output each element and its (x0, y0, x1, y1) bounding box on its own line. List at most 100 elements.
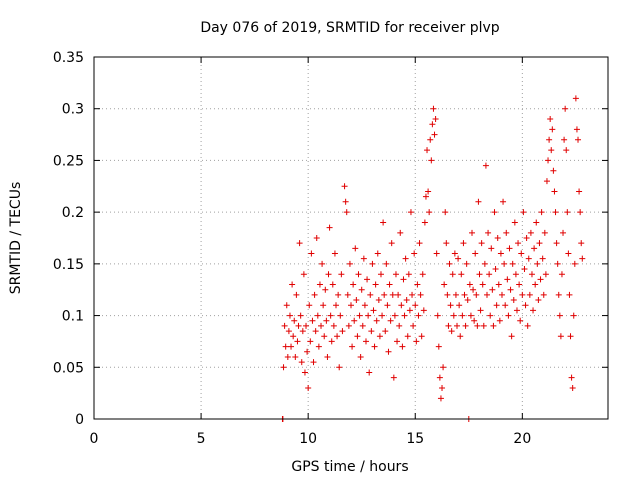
data-point (357, 353, 364, 360)
data-point (385, 348, 392, 355)
data-point (387, 317, 394, 324)
data-point (485, 229, 492, 236)
data-point (403, 297, 410, 304)
data-point (442, 209, 449, 216)
data-point (335, 291, 342, 298)
data-point (312, 328, 319, 335)
data-point (298, 359, 305, 366)
data-point (508, 333, 515, 340)
data-point (361, 302, 368, 309)
data-point (310, 359, 317, 366)
data-point (549, 126, 556, 133)
y-tick-label: 0.2 (62, 205, 84, 221)
data-point (300, 271, 307, 278)
data-point (543, 178, 550, 185)
data-point (430, 105, 437, 112)
data-point (550, 167, 557, 174)
data-point (320, 302, 327, 309)
data-point (325, 271, 332, 278)
data-point (515, 240, 522, 247)
data-point (307, 338, 314, 345)
data-point (481, 260, 488, 267)
data-point (292, 353, 299, 360)
data-point (305, 384, 312, 391)
data-point (456, 302, 463, 309)
data-point (370, 307, 377, 314)
data-point (440, 364, 447, 371)
axis-tick-labels: 0 5 10 15 20 0 0.05 0.1 0.15 0.2 0.25 0.3 0.35 (53, 50, 531, 447)
data-point (530, 307, 537, 314)
data-point (509, 260, 516, 267)
data-point (418, 333, 425, 340)
data-point (429, 121, 436, 128)
grid-lines (94, 57, 608, 419)
y-tick-label: 0.15 (53, 257, 84, 273)
data-point (339, 328, 346, 335)
data-point (444, 291, 451, 298)
data-point (462, 322, 469, 329)
data-point (483, 291, 490, 298)
data-point (555, 291, 562, 298)
data-point (579, 255, 586, 262)
data-point (495, 281, 502, 288)
data-point (451, 250, 458, 257)
y-tick-label: 0.25 (53, 153, 84, 169)
data-point (328, 338, 335, 345)
data-point (407, 209, 414, 216)
data-point (301, 369, 308, 376)
data-point (535, 297, 542, 304)
data-point (478, 240, 485, 247)
x-tick-label: 20 (513, 431, 531, 447)
data-point (399, 343, 406, 350)
data-point (566, 291, 573, 298)
data-point (319, 260, 326, 267)
data-point (461, 291, 468, 298)
data-point (281, 322, 288, 329)
data-point (496, 317, 503, 324)
data-point (369, 260, 376, 267)
data-point (417, 291, 424, 298)
data-point (356, 312, 363, 319)
data-point (314, 312, 321, 319)
data-point (494, 235, 501, 241)
data-point (371, 343, 378, 350)
data-point (547, 116, 554, 123)
data-point (316, 281, 323, 288)
data-point (391, 312, 398, 319)
data-point (384, 302, 391, 309)
data-point (536, 240, 543, 247)
data-point (321, 333, 328, 340)
data-point (282, 343, 289, 350)
data-point (324, 353, 331, 360)
data-point (402, 255, 409, 262)
data-point (500, 198, 507, 205)
data-point (334, 333, 341, 340)
data-point (329, 281, 336, 288)
data-point (477, 307, 484, 314)
data-point (435, 343, 442, 350)
data-point (450, 312, 457, 319)
data-point (345, 322, 352, 329)
data-point (563, 147, 570, 154)
data-point (538, 209, 545, 216)
data-point (562, 105, 569, 112)
data-point (428, 157, 435, 164)
data-point (548, 147, 555, 154)
data-point (463, 260, 470, 267)
data-point (479, 281, 486, 288)
data-point (365, 312, 372, 319)
data-point (439, 384, 446, 391)
data-point (567, 333, 574, 340)
data-point (540, 291, 547, 298)
data-point (578, 240, 585, 247)
data-point (330, 322, 337, 329)
data-point (445, 322, 452, 329)
data-point (476, 271, 483, 278)
data-point (527, 229, 534, 236)
data-point (286, 312, 293, 319)
data-point (405, 271, 412, 278)
data-point (291, 317, 298, 324)
data-point (349, 343, 356, 350)
data-point (342, 198, 349, 205)
data-point (531, 245, 538, 252)
